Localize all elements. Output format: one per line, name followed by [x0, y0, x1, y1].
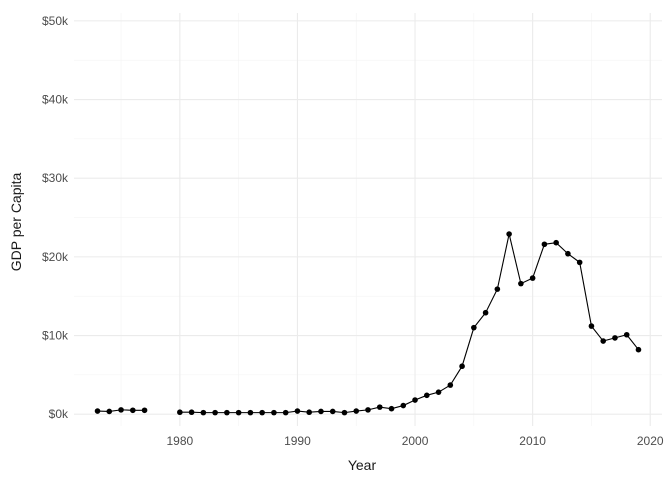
- data-point: [353, 408, 360, 414]
- x-axis-ticks: 1980 1990 2000 2010 2020: [166, 434, 663, 448]
- data-point: [623, 331, 630, 338]
- data-point: [541, 241, 548, 248]
- y-axis-ticks: $0k $10k $20k $30k $40k $50k: [42, 14, 69, 421]
- data-series: [94, 231, 642, 416]
- data-point: [388, 405, 395, 412]
- data-point: [576, 259, 583, 266]
- data-point: [294, 408, 301, 414]
- data-point: [459, 363, 465, 370]
- y-tick-label: $20k: [42, 250, 69, 264]
- data-point: [412, 397, 418, 403]
- x-tick-label: 1990: [284, 434, 311, 448]
- data-point: [518, 280, 524, 287]
- data-point: [306, 409, 313, 416]
- data-point: [341, 409, 348, 416]
- data-point: [282, 409, 289, 416]
- data-point: [259, 409, 265, 416]
- data-point: [271, 409, 277, 416]
- x-tick-label: 1980: [166, 434, 193, 448]
- data-point: [177, 409, 183, 416]
- data-point: [318, 408, 324, 415]
- data-point: [635, 346, 642, 353]
- y-tick-label: $40k: [42, 93, 69, 107]
- x-axis-title: Year: [348, 457, 377, 473]
- data-point: [94, 408, 101, 414]
- data-point: [118, 407, 124, 413]
- data-point: [612, 335, 618, 341]
- data-point: [588, 323, 595, 329]
- y-tick-label: $10k: [42, 329, 69, 343]
- y-tick-label: $50k: [42, 14, 69, 28]
- data-point: [435, 389, 442, 395]
- data-point: [400, 402, 407, 409]
- data-point: [494, 286, 501, 292]
- grid-lines: [74, 13, 662, 426]
- data-point: [329, 408, 336, 415]
- data-point: [376, 404, 383, 410]
- x-tick-label: 2010: [519, 434, 546, 448]
- data-point: [224, 409, 230, 416]
- data-point: [482, 309, 489, 316]
- data-point: [447, 382, 454, 388]
- y-tick-label: $30k: [42, 171, 69, 185]
- data-point: [565, 250, 571, 257]
- x-tick-label: 2020: [637, 434, 664, 448]
- data-point: [106, 408, 113, 415]
- data-point: [424, 392, 430, 399]
- data-point: [235, 409, 242, 416]
- x-tick-label: 2000: [402, 434, 429, 448]
- series-line: [179, 233, 639, 414]
- data-point: [471, 324, 477, 331]
- data-point: [247, 409, 254, 416]
- data-point: [200, 409, 207, 416]
- data-point: [553, 239, 559, 246]
- data-point: [188, 409, 195, 416]
- data-point: [130, 407, 136, 414]
- data-point: [141, 407, 148, 414]
- data-point: [365, 407, 371, 413]
- data-point: [212, 409, 218, 416]
- y-tick-label: $0k: [49, 407, 69, 421]
- y-axis-title: GDP per Capita: [8, 173, 24, 272]
- data-point: [506, 231, 512, 237]
- data-point: [600, 338, 606, 344]
- data-point: [529, 275, 536, 281]
